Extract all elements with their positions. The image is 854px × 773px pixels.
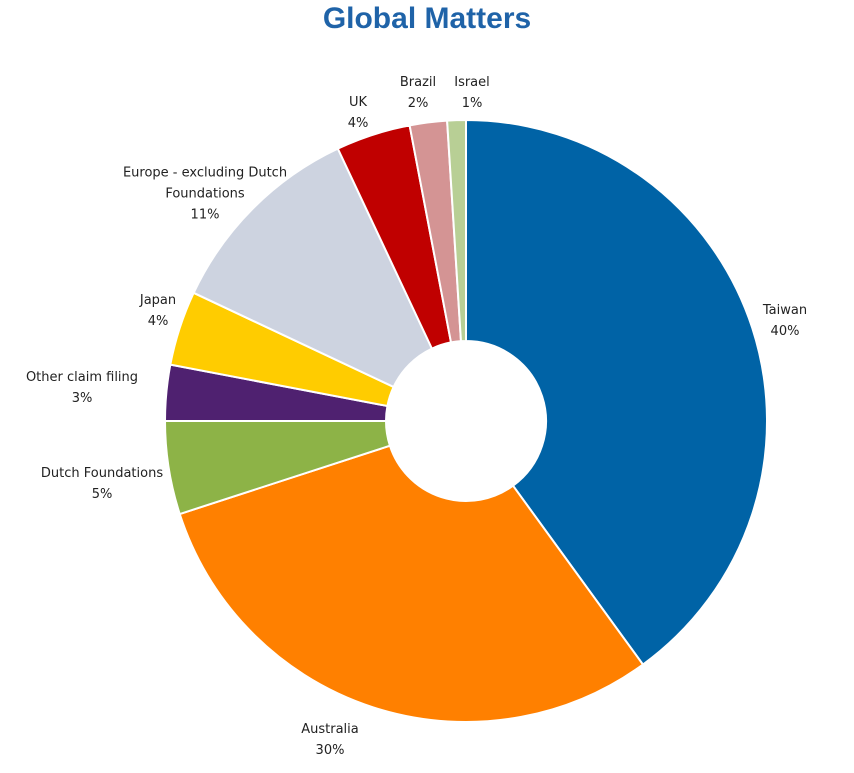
value-label: 5% [91, 487, 113, 502]
category-label: Australia [301, 722, 359, 737]
value-label: 30% [315, 743, 345, 758]
category-label: Israel [454, 75, 490, 90]
category-label: Other claim filing [25, 370, 139, 385]
category-label: Brazil [399, 75, 437, 90]
slice-label: Japan 4% [118, 290, 198, 332]
slice-label: Israel 1% [442, 72, 502, 114]
slice-label: Europe - excluding Dutch Foundations 11% [110, 163, 300, 226]
value-label: 40% [770, 324, 800, 339]
slice [178, 444, 645, 723]
category-label: Dutch Foundations [40, 466, 164, 481]
slice-label: Other claim filing 3% [2, 367, 162, 409]
category-label: Taiwan [762, 303, 808, 318]
value-label: 4% [347, 116, 369, 131]
slice [192, 147, 434, 389]
value-label: 2% [407, 96, 429, 111]
slice-label: Taiwan 40% [725, 300, 845, 342]
slice-label: Brazil 2% [388, 72, 448, 114]
slice [465, 118, 768, 666]
category-label: Japan [139, 293, 177, 308]
value-label: 11% [190, 207, 220, 223]
slice [446, 118, 467, 343]
slice-label: UK 4% [328, 92, 388, 134]
chart-title: Global Matters [322, 2, 532, 35]
value-label: 4% [147, 314, 169, 329]
category-label: UK [348, 95, 368, 110]
value-label: 1% [461, 96, 483, 111]
slice-label: Australia 30% [270, 719, 390, 761]
value-label: 3% [71, 391, 93, 406]
slice-label: Dutch Foundations 5% [22, 463, 182, 505]
category-label: Europe - excluding Dutch Foundations [122, 165, 288, 202]
